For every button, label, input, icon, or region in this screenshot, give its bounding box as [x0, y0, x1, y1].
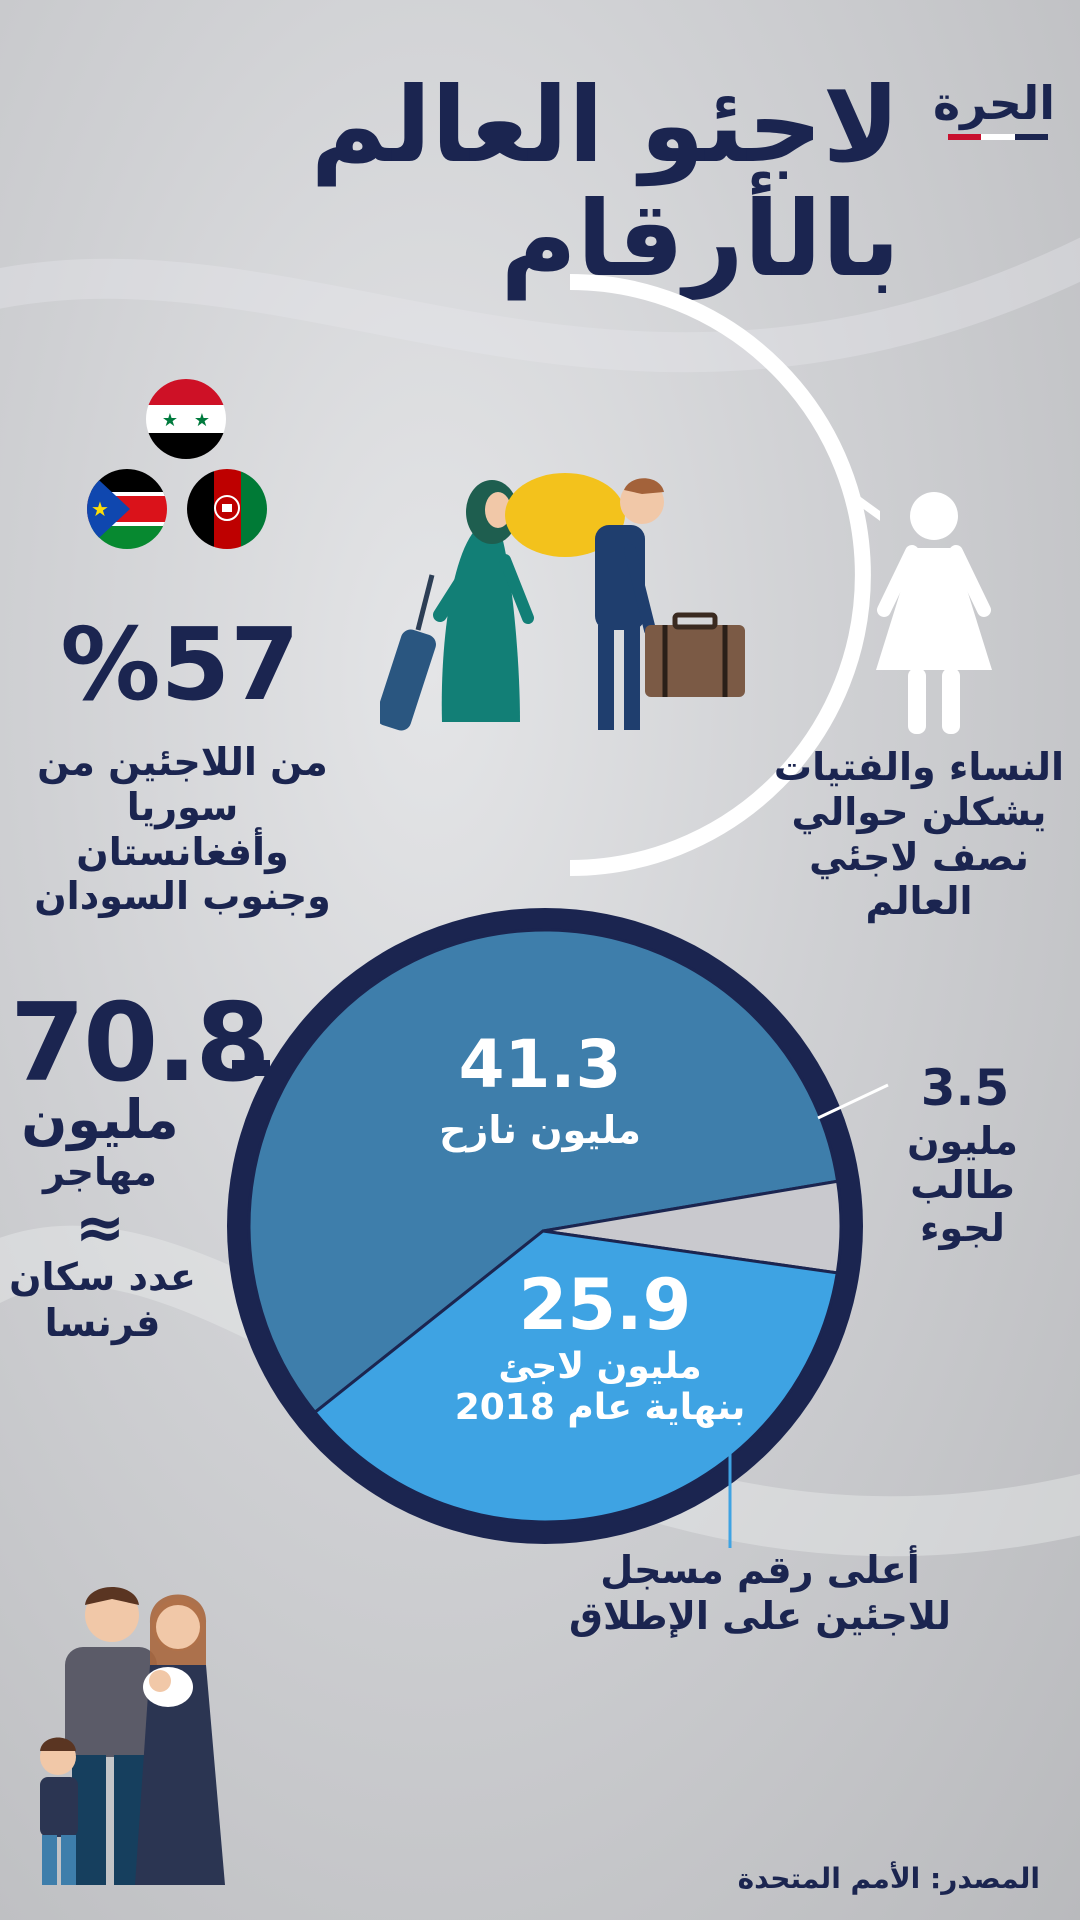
refugees-label-line: بنهاية عام 2018: [454, 1387, 746, 1429]
total-label: مهاجر: [43, 1150, 157, 1194]
women-description: النساء والفتيات يشكلن حوالي نصف لاجئي ال…: [760, 745, 1078, 924]
refugees-value: 25.9: [518, 1264, 692, 1346]
total-value: 70.8: [10, 981, 270, 1106]
source-credit: المصدر: الأمم المتحدة: [737, 1862, 1040, 1895]
family-icon: [40, 1587, 225, 1885]
svg-text:★: ★: [91, 497, 109, 521]
origin-description-line: سوريا وأفغانستان: [76, 784, 289, 874]
pie-slice-displaced: [247, 928, 840, 1415]
logo-color-bar: [948, 134, 1048, 140]
south-sudan-flag-icon: ★: [87, 469, 167, 549]
asylum-label-line: لجوء: [920, 1206, 1005, 1251]
displaced-value: 41.3: [458, 1026, 622, 1103]
asylum-label-line: مليون طالب: [907, 1119, 1018, 1207]
origin-description-line: وجنوب السودان: [34, 874, 331, 919]
origin-description: من اللاجئين من سوريا وأفغانستان وجنوب ال…: [15, 740, 350, 919]
women-description-line: يشكلن حوالي: [791, 789, 1047, 834]
women-share-arc: [569, 274, 880, 876]
total-comparison: عدد سكان فرنسا: [0, 1255, 205, 1346]
comparison-line: فرنسا: [44, 1300, 161, 1345]
syria-flag-icon: ★ ★: [146, 379, 226, 459]
origin-percentage: %57: [60, 606, 300, 723]
asylum-label: مليون طالب لجوء: [855, 1119, 1070, 1251]
comparison-line: عدد سكان: [9, 1255, 196, 1299]
asylum-leader-line: [817, 1083, 889, 1120]
women-description-line: نصف لاجئي العالم: [809, 834, 1029, 924]
record-note: أعلى رقم مسجل للاجئين على الإطلاق: [560, 1548, 960, 1639]
alhurra-logo: الحرة: [933, 76, 1055, 130]
record-note-line: أعلى رقم مسجل: [600, 1548, 920, 1592]
afghanistan-flag-icon: [187, 469, 267, 549]
record-note-line: للاجئين على الإطلاق: [568, 1593, 952, 1638]
origin-description-line: من اللاجئين من: [37, 740, 328, 784]
refugees-label-line: مليون لاجئ: [498, 1346, 702, 1387]
refugees-label: مليون لاجئ بنهاية عام 2018: [440, 1346, 760, 1429]
page-title: لاجئو العالم بالأرقام: [310, 64, 902, 301]
pie-slice-refugees: [312, 1229, 839, 1524]
woman-icon: [876, 492, 992, 734]
women-description-line: النساء والفتيات: [773, 745, 1065, 789]
svg-text:★: ★: [194, 410, 210, 431]
total-unit: مليون: [21, 1088, 179, 1151]
svg-text:★: ★: [162, 410, 178, 431]
approx-symbol: ≈: [74, 1193, 126, 1263]
asylum-value: 3.5: [920, 1059, 1010, 1117]
refugee-couple-icon: [380, 473, 745, 731]
displaced-label: مليون نازح: [439, 1108, 641, 1152]
